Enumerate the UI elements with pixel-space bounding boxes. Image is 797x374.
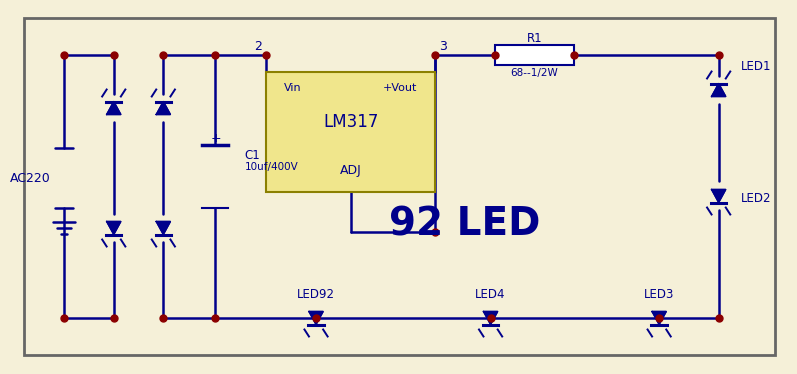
Text: LM317: LM317 (323, 113, 379, 131)
Text: 68--1/2W: 68--1/2W (510, 68, 558, 78)
Polygon shape (107, 221, 121, 234)
Bar (266, 72, 435, 192)
Text: AC220: AC220 (10, 172, 50, 184)
Text: ADJ: ADJ (340, 163, 362, 177)
Polygon shape (156, 101, 171, 114)
Text: 3: 3 (439, 40, 447, 52)
Text: LED92: LED92 (297, 288, 335, 300)
Text: +: + (210, 132, 222, 144)
Text: 92 LED: 92 LED (390, 205, 540, 243)
Polygon shape (652, 312, 666, 325)
Polygon shape (107, 101, 121, 114)
Text: 10uf/400V: 10uf/400V (245, 162, 298, 172)
Text: LED4: LED4 (475, 288, 506, 300)
Polygon shape (309, 312, 323, 325)
Polygon shape (712, 83, 726, 96)
Polygon shape (156, 221, 171, 234)
Text: LED3: LED3 (644, 288, 674, 300)
Bar (495, 45, 574, 65)
Text: LED1: LED1 (740, 59, 771, 73)
Polygon shape (712, 190, 726, 202)
Polygon shape (484, 312, 497, 325)
Text: C1: C1 (245, 148, 261, 162)
Text: 2: 2 (254, 40, 262, 52)
Text: R1: R1 (526, 31, 542, 45)
Text: +Vout: +Vout (383, 83, 417, 93)
Text: LED2: LED2 (740, 191, 771, 205)
Text: Vin: Vin (285, 83, 302, 93)
